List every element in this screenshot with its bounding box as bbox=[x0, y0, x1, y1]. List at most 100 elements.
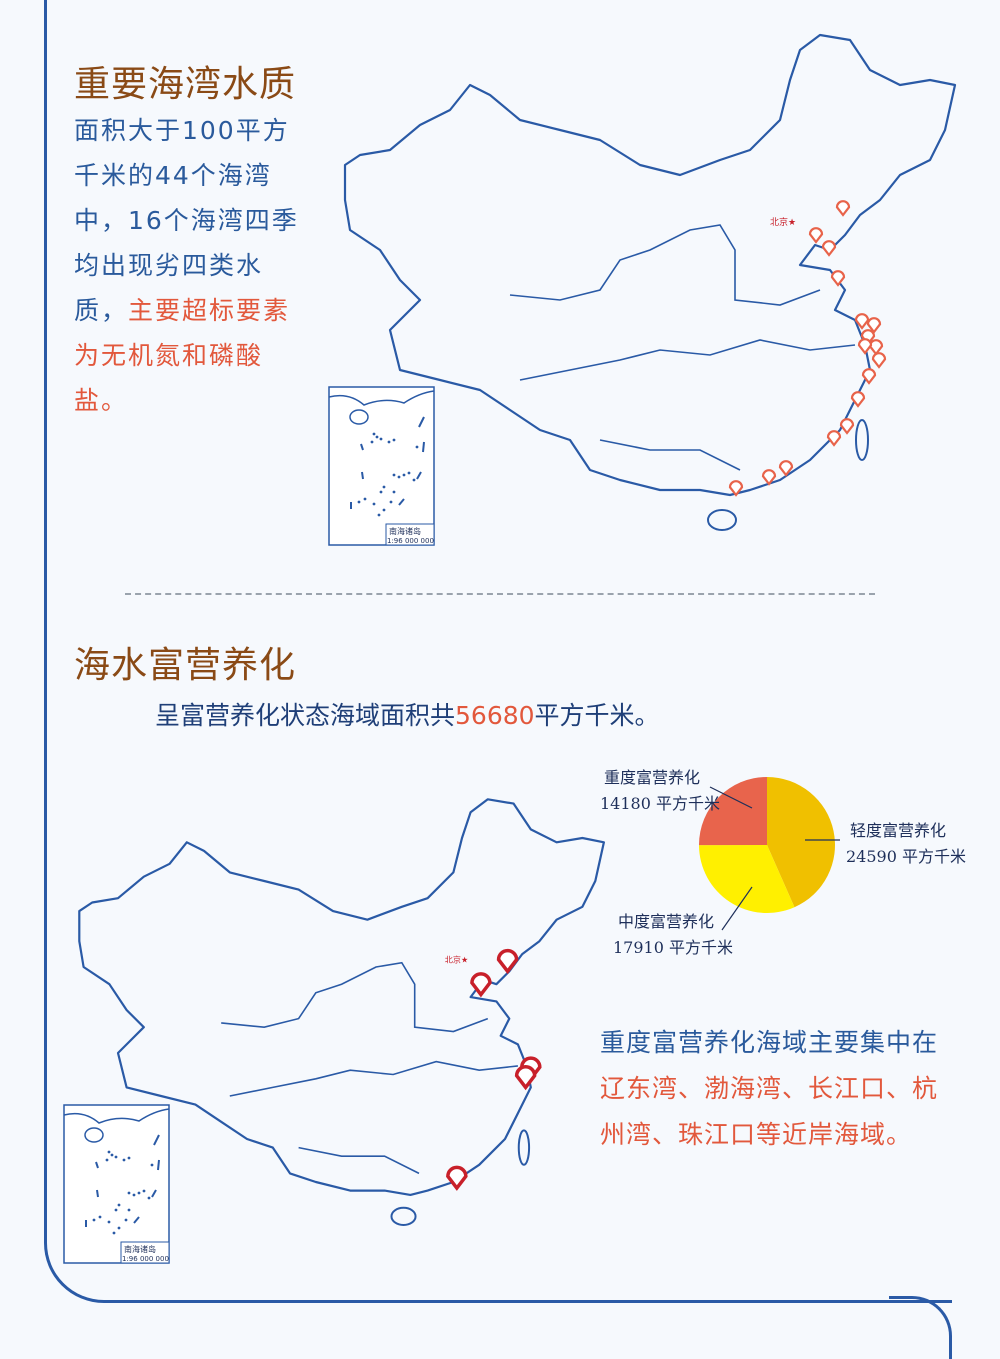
island-dot bbox=[379, 437, 383, 441]
pie-slice-0 bbox=[767, 777, 835, 908]
boundary-dash bbox=[418, 416, 425, 428]
island-dot bbox=[98, 1215, 102, 1219]
summary-value: 56680 bbox=[455, 701, 535, 730]
map-pin-icon bbox=[496, 948, 519, 975]
pie-label-light-name: 轻度富营养化 bbox=[850, 821, 947, 840]
inset-scale: 1:96 000 000 bbox=[387, 537, 434, 545]
note-text: 重度富营养化海域主要集中在 bbox=[600, 1028, 939, 1057]
map-pin-icon bbox=[839, 418, 855, 435]
island-dot bbox=[114, 1208, 118, 1212]
section2-title: 海水富营养化 bbox=[74, 645, 297, 686]
boundary-dash bbox=[360, 443, 364, 451]
section-divider bbox=[125, 593, 875, 595]
island-dot bbox=[412, 478, 416, 482]
summary-prefix: 呈富营养化状态海域面积共 bbox=[155, 701, 456, 730]
note-highlight: 辽东湾、渤海湾、长江口、杭州湾、珠江口等近岸海域。 bbox=[600, 1074, 939, 1149]
map-pin-icon bbox=[866, 317, 882, 334]
country-outline bbox=[343, 33, 957, 497]
eutrophication-note: 重度富营养化海域主要集中在辽东湾、渤海湾、长江口、杭州湾、珠江口等近岸海域。 bbox=[600, 1020, 960, 1158]
map-pin-icon bbox=[860, 329, 876, 346]
boundary-dash bbox=[398, 498, 405, 506]
pie-label-heavy-value: 14180 平方千米 bbox=[600, 794, 720, 813]
map-pin-icon bbox=[826, 430, 842, 447]
inset-hainan bbox=[84, 1127, 104, 1143]
island-dot bbox=[387, 440, 391, 444]
island-dot bbox=[107, 1220, 111, 1224]
river bbox=[599, 439, 741, 471]
river bbox=[298, 1146, 420, 1175]
island-dot bbox=[392, 473, 396, 477]
island-dot bbox=[363, 497, 367, 501]
island-dot bbox=[382, 485, 386, 489]
pie-slice-2 bbox=[699, 777, 767, 846]
map-pin-icon bbox=[854, 313, 870, 330]
inset-legend-box bbox=[120, 1241, 170, 1264]
island-dot bbox=[132, 1193, 136, 1197]
island-dot bbox=[124, 1218, 128, 1222]
pie-label-heavy-name: 重度富营养化 bbox=[604, 768, 701, 787]
paragraph-text: 面积大于100平方千米的44个海湾中，16个海湾四季均出现劣四类水质， bbox=[74, 116, 299, 325]
map-pin-icon bbox=[857, 338, 873, 355]
island-dot bbox=[392, 490, 396, 494]
island-dot bbox=[137, 1191, 141, 1195]
island-dot bbox=[107, 1150, 111, 1154]
island-dot bbox=[372, 432, 376, 436]
island-dot bbox=[415, 445, 419, 449]
boundary-dash bbox=[133, 1216, 140, 1224]
eutrophication-summary: 呈富营养化状态海域面积共56680平方千米。 bbox=[155, 696, 660, 732]
boundary-dash bbox=[95, 1161, 99, 1169]
pie-label-medium-name: 中度富营养化 bbox=[618, 912, 715, 931]
inset-coast bbox=[63, 1108, 170, 1124]
river bbox=[229, 1060, 518, 1097]
island-dot bbox=[407, 471, 411, 475]
island-dot bbox=[117, 1203, 121, 1207]
boundary-dash bbox=[153, 1134, 160, 1146]
island-dot bbox=[110, 1153, 114, 1157]
island-dot bbox=[127, 1191, 131, 1195]
summary-suffix: 平方千米。 bbox=[534, 701, 660, 730]
inset-scale: 1:96 000 000 bbox=[122, 1255, 169, 1263]
boundary-dash bbox=[96, 1189, 99, 1198]
map-pin-icon bbox=[778, 460, 794, 477]
pie-label-medium-value: 17910 平方千米 bbox=[613, 938, 733, 957]
island-dot bbox=[122, 1158, 126, 1162]
island-dot bbox=[402, 473, 406, 477]
hainan-outline bbox=[390, 1206, 417, 1227]
island-dot bbox=[397, 475, 401, 479]
capital-label: 北京★ bbox=[770, 216, 796, 228]
map-pin-icon bbox=[850, 391, 866, 408]
island-dot bbox=[392, 438, 396, 442]
map-pin-icon bbox=[808, 227, 824, 244]
island-dot bbox=[117, 1226, 121, 1230]
section1-paragraph: 面积大于100平方千米的44个海湾中，16个海湾四季均出现劣四类水质，主要超标要… bbox=[74, 108, 314, 423]
section1-title: 重要海湾水质 bbox=[74, 64, 297, 105]
inset-legend-box bbox=[385, 523, 435, 546]
map-pin-icon bbox=[871, 352, 887, 369]
map-pin-icon bbox=[861, 368, 877, 385]
island-dot bbox=[150, 1163, 154, 1167]
island-dot bbox=[375, 435, 379, 439]
inset-title: 南海诸岛 bbox=[389, 526, 421, 536]
map-pin-icon bbox=[470, 972, 492, 998]
island-dot bbox=[105, 1158, 109, 1162]
island-dot bbox=[92, 1218, 96, 1222]
boundary-dash bbox=[361, 471, 364, 480]
capital-label: 北京★ bbox=[445, 955, 468, 965]
island-dot bbox=[357, 500, 361, 504]
boundary-dash bbox=[157, 1159, 160, 1171]
island-dot bbox=[370, 440, 374, 444]
map-pin-icon bbox=[761, 469, 777, 486]
pie-label-light-value: 24590 平方千米 bbox=[846, 847, 966, 866]
page-border-corner bbox=[889, 1296, 952, 1359]
map-pin-icon bbox=[830, 270, 846, 287]
inset-hainan bbox=[349, 409, 369, 425]
island-dot bbox=[372, 502, 376, 506]
island-dot bbox=[114, 1155, 118, 1159]
taiwan-outline bbox=[855, 419, 869, 461]
map-pin-icon bbox=[446, 1165, 468, 1191]
island-dot bbox=[389, 500, 393, 504]
paragraph-highlight: 主要超标要素为无机氮和磷酸盐。 bbox=[74, 296, 291, 415]
boundary-dash bbox=[416, 471, 422, 480]
